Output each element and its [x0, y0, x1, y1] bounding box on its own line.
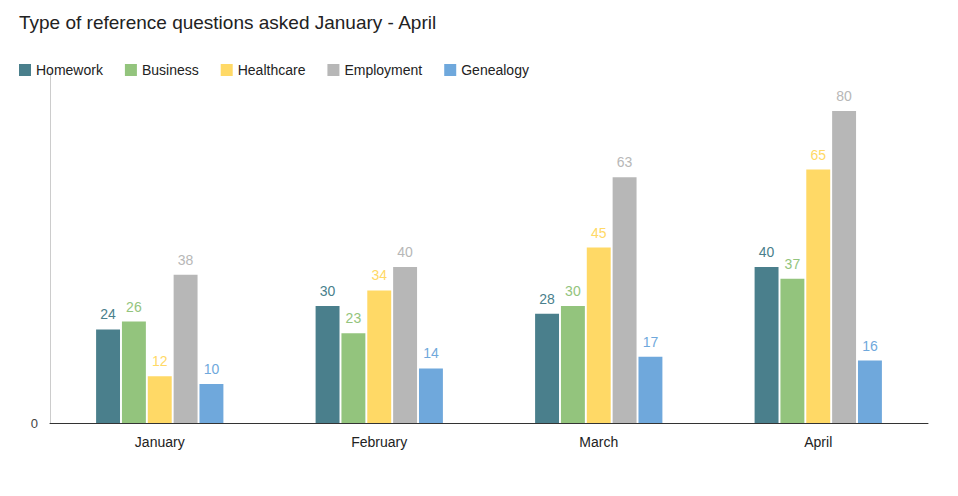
- svg-text:16: 16: [862, 338, 878, 354]
- svg-text:Employment: Employment: [344, 62, 422, 78]
- svg-text:37: 37: [785, 256, 801, 272]
- svg-text:40: 40: [759, 244, 775, 260]
- svg-text:Homework: Homework: [36, 62, 104, 78]
- svg-text:28: 28: [539, 291, 555, 307]
- svg-text:40: 40: [397, 244, 413, 260]
- svg-text:24: 24: [100, 306, 116, 322]
- svg-text:12: 12: [152, 353, 168, 369]
- svg-text:February: February: [351, 434, 407, 450]
- svg-text:26: 26: [126, 299, 142, 315]
- svg-text:Business: Business: [142, 62, 199, 78]
- svg-text:30: 30: [320, 283, 336, 299]
- svg-text:March: March: [579, 434, 618, 450]
- svg-text:10: 10: [204, 361, 220, 377]
- svg-text:Type of reference questions as: Type of reference questions asked Januar…: [19, 12, 436, 33]
- svg-text:17: 17: [643, 334, 659, 350]
- svg-text:Genealogy: Genealogy: [461, 62, 529, 78]
- svg-text:14: 14: [423, 345, 439, 361]
- svg-text:38: 38: [178, 252, 194, 268]
- svg-text:30: 30: [565, 283, 581, 299]
- svg-text:0: 0: [31, 416, 38, 431]
- svg-text:65: 65: [810, 147, 826, 163]
- svg-text:January: January: [135, 434, 185, 450]
- svg-text:23: 23: [346, 310, 362, 326]
- svg-text:63: 63: [617, 154, 633, 170]
- svg-text:April: April: [804, 434, 832, 450]
- svg-text:80: 80: [836, 88, 852, 104]
- svg-text:45: 45: [591, 225, 607, 241]
- svg-text:34: 34: [371, 267, 387, 283]
- svg-text:Healthcare: Healthcare: [238, 62, 306, 78]
